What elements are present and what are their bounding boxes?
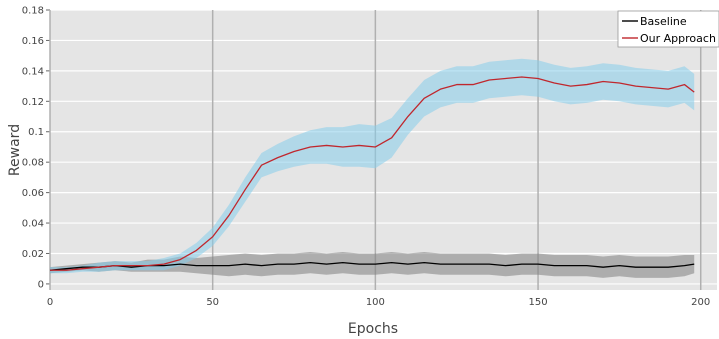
x-tick-label-4: 200 (691, 297, 710, 308)
x-tick-label-0: 0 (47, 297, 53, 308)
x-tick-labels: 0 50 100 150 200 (47, 297, 710, 308)
legend-baseline-label: Baseline (640, 15, 687, 28)
confidence-bands (50, 58, 695, 278)
y-tick-label-6: 0.12 (22, 97, 44, 108)
x-tick-label-2: 100 (366, 297, 385, 308)
y-tick-label-3: 0.06 (22, 188, 44, 199)
x-tick-label-3: 150 (529, 297, 548, 308)
legend-our-approach-label: Our Approach (640, 32, 716, 45)
y-axis-title: Reward (7, 124, 23, 176)
our-approach-line (50, 76, 695, 271)
y-tick-label-5: 0.1 (28, 127, 44, 138)
x-axis-title: Epochs (348, 321, 398, 337)
y-tick-label-1: 0.02 (22, 249, 44, 260)
y-tick-label-2: 0.04 (22, 219, 44, 230)
x-tick-label-1: 50 (206, 297, 219, 308)
legend-box (617, 10, 719, 48)
baseline-line (49, 261, 695, 271)
y-tick-labels: 0 0.02 0.04 0.06 0.08 0.1 0.12 0.14 0.16 0.18 (22, 6, 44, 291)
our-approach-band (50, 58, 695, 274)
baseline-band (50, 251, 695, 278)
y-tick-label-0: 0 (38, 279, 44, 290)
y-tick-label-8: 0.16 (22, 36, 44, 47)
y-tick-label-4: 0.08 (22, 158, 44, 169)
y-tick-label-9: 0.18 (22, 6, 44, 17)
legend: Baseline Our Approach (617, 10, 719, 48)
y-tick-label-7: 0.14 (22, 66, 44, 77)
series-lines (49, 76, 695, 271)
